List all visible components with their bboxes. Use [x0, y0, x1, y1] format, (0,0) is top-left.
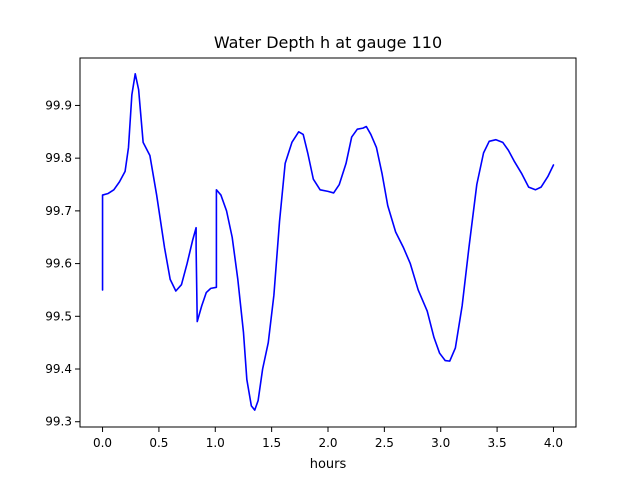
- x-tick-label-2: 1.0: [206, 436, 225, 450]
- chart-title: Water Depth h at gauge 110: [214, 33, 442, 52]
- series-line-1: [101, 73, 555, 411]
- x-tick-label-3: 1.5: [262, 436, 281, 450]
- x-tick-label-0: 0.0: [93, 436, 112, 450]
- x-tick-label-8: 4.0: [544, 436, 563, 450]
- y-tick-label-5: 99.8: [45, 151, 72, 165]
- x-tick-label-4: 2.0: [318, 436, 337, 450]
- x-tick-label-6: 3.0: [431, 436, 450, 450]
- y-tick-label-2: 99.5: [45, 309, 72, 323]
- y-tick-label-0: 99.3: [45, 415, 72, 429]
- y-axis: 99.3 99.4 99.5 99.6 99.7 99.8 99.9: [45, 98, 80, 429]
- y-tick-label-3: 99.6: [45, 257, 72, 271]
- x-axis-label: hours: [310, 457, 347, 472]
- plot-layer: [101, 73, 555, 411]
- x-tick-label-5: 2.5: [375, 436, 394, 450]
- x-tick-label-1: 0.5: [149, 436, 168, 450]
- x-axis: 0.0 0.5 1.0 1.5 2.0 2.5 3.0 3.5 4.0: [93, 427, 563, 450]
- y-tick-label-1: 99.4: [45, 362, 72, 376]
- y-tick-label-6: 99.9: [45, 98, 72, 112]
- y-tick-label-4: 99.7: [45, 204, 72, 218]
- x-tick-label-7: 3.5: [488, 436, 507, 450]
